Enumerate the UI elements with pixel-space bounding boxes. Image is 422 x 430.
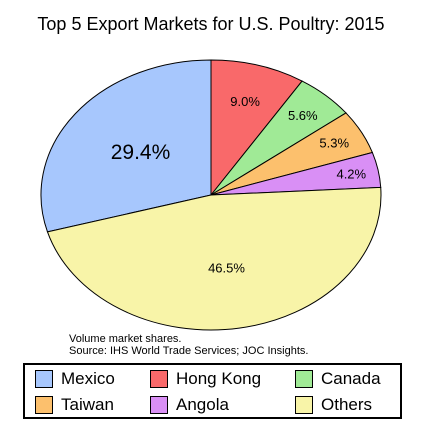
- legend-item-canada: Canada: [295, 367, 381, 391]
- pie-slice-others: [46, 186, 382, 331]
- legend-label-hong-kong: Hong Kong: [176, 369, 262, 388]
- pie-slice-mexico: [40, 59, 212, 233]
- pie-label-taiwan: 5.3%: [319, 136, 349, 151]
- pie-label-mexico: 29.4%: [111, 141, 171, 164]
- legend-label-others: Others: [321, 395, 373, 414]
- legend-label-canada: Canada: [321, 369, 381, 388]
- legend-swatch-mexico: [35, 370, 53, 388]
- legend-swatch-taiwan: [35, 396, 53, 414]
- legend-label-angola: Angola: [176, 395, 229, 414]
- legend-swatch-angola: [150, 396, 168, 414]
- chart-note: Volume market shares.: [69, 333, 182, 345]
- legend-swatch-hong-kong: [150, 370, 168, 388]
- chart-legend: Mexico Hong Kong Canada Taiwan Angola Ot…: [23, 363, 402, 419]
- legend-item-mexico: Mexico: [35, 367, 115, 391]
- pie-label-canada: 5.6%: [288, 108, 318, 123]
- legend-item-hong-kong: Hong Kong: [150, 367, 261, 391]
- pie-label-others: 46.5%: [208, 261, 245, 276]
- pie-chart: 29.4% 9.0% 5.6%5.3% 4.2% 46.5%: [40, 59, 382, 331]
- chart-title: Top 5 Export Markets for U.S. Poultry: 2…: [37, 14, 385, 34]
- legend-swatch-others: [295, 396, 313, 414]
- legend-item-angola: Angola: [150, 393, 229, 417]
- pie-label-hong-kong: 9.0%: [230, 94, 260, 109]
- legend-label-mexico: Mexico: [61, 369, 115, 388]
- chart-source: Source: IHS World Trade Services; JOC In…: [69, 345, 309, 357]
- legend-item-others: Others: [295, 393, 372, 417]
- pie-label-angola: 4.2%: [336, 166, 366, 181]
- legend-item-taiwan: Taiwan: [35, 393, 114, 417]
- legend-label-taiwan: Taiwan: [61, 395, 114, 414]
- legend-swatch-canada: [295, 370, 313, 388]
- pie-slice-hong-kong: [210, 59, 303, 197]
